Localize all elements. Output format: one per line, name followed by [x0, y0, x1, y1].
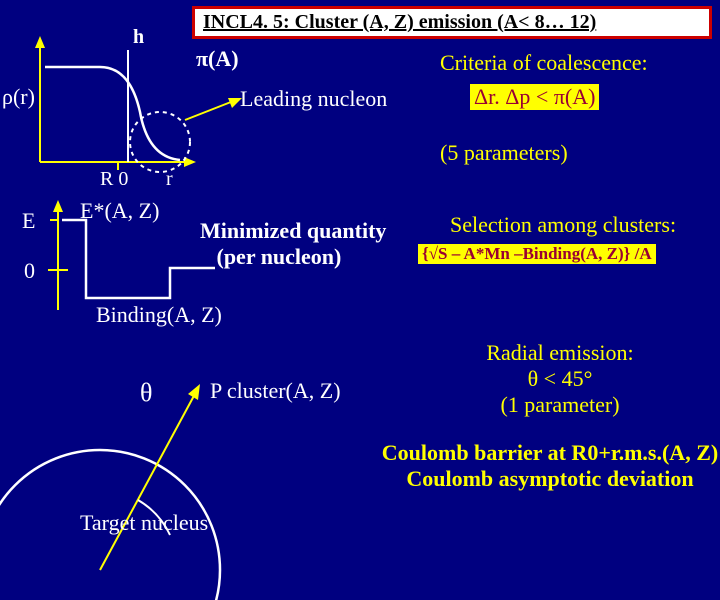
leading-arrow	[0, 0, 260, 130]
min-qty-l1: Minimized quantity	[200, 218, 386, 243]
title-text: INCL4. 5: Cluster (A, Z) emission (A< 8……	[203, 11, 596, 33]
coulomb-l1: Coulomb barrier at R0+r.m.s.(A, Z)	[382, 440, 718, 465]
title-box: INCL4. 5: Cluster (A, Z) emission (A< 8……	[192, 6, 712, 39]
p-cluster: P cluster(A, Z)	[210, 378, 341, 404]
selection-label: Selection among clusters:	[450, 212, 676, 238]
energy-zero: 0	[24, 258, 35, 284]
coulomb-l2: Coulomb asymptotic deviation	[406, 466, 693, 491]
energy-binding: Binding(A, Z)	[96, 302, 222, 328]
theta-label: θ	[140, 378, 152, 408]
energy-estar: E*(A, Z)	[80, 198, 159, 224]
density-r0: R 0	[100, 168, 128, 191]
min-qty-l2: (per nucleon)	[217, 244, 342, 269]
criteria-box: Δr. Δp < π(A)	[470, 84, 599, 110]
target-nucleus: Target nucleus	[80, 510, 208, 536]
criteria-label: Criteria of coalescence:	[440, 50, 648, 76]
energy-e: E	[22, 208, 35, 234]
radial-l3: (1 parameter)	[500, 392, 619, 417]
selection-box: {√S – A*Mn –Binding(A, Z)} /A	[418, 244, 656, 264]
radial-l1: Radial emission:	[486, 340, 633, 365]
density-r: r	[166, 168, 173, 191]
leading-nucleon: Leading nucleon	[240, 86, 387, 112]
five-params: (5 parameters)	[440, 140, 568, 166]
radial-l2: θ < 45°	[528, 366, 593, 391]
min-qty: Minimized quantity (per nucleon)	[200, 218, 386, 270]
coulomb: Coulomb barrier at R0+r.m.s.(A, Z) Coulo…	[370, 440, 720, 492]
radial-emission: Radial emission: θ < 45° (1 parameter)	[450, 340, 670, 418]
